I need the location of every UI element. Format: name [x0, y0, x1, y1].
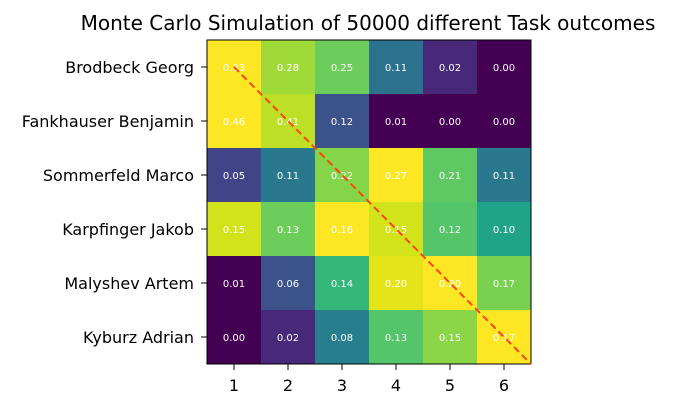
cell-value-label: 0.01: [385, 117, 407, 128]
plot-frame: [206, 39, 532, 365]
cell-value-label: 0.20: [439, 279, 461, 290]
cell-value-label: 0.12: [331, 117, 353, 128]
row-label: Fankhauser Benjamin: [22, 112, 194, 131]
row-label: Malyshev Artem: [64, 274, 194, 293]
axis-ticks: [201, 66, 505, 370]
cell-value-label: 0.25: [331, 63, 353, 74]
diagonal-line: [233, 66, 532, 365]
heatmap-cells: [207, 40, 531, 364]
row-labels: Brodbeck Georg Fankhauser Benjamin Sommerf…: [22, 58, 194, 347]
cell-value-label: 0.17: [493, 279, 515, 290]
heatmap-cell: [477, 94, 531, 148]
heatmap-cell: [261, 202, 315, 256]
cell-value-label: 0.00: [493, 117, 515, 128]
heatmap-cell: [315, 40, 369, 94]
heatmap-cell: [261, 310, 315, 364]
heatmap-cell: [423, 310, 477, 364]
cell-value-label: 0.08: [331, 333, 353, 344]
heatmap-cell: [369, 94, 423, 148]
heatmap-cell: [261, 40, 315, 94]
cell-value-label: 0.46: [223, 117, 245, 128]
heatmap-cell-labels: 0.33 0.28 0.25 0.11 0.02 0.00 0.46 0.41 0.12 0.01…: [223, 63, 515, 344]
cell-value-label: 0.01: [223, 279, 245, 290]
cell-value-label: 0.15: [439, 333, 461, 344]
column-label: 5: [445, 376, 455, 395]
chart-title: Monte Carlo Simulation of 50000 differen…: [81, 11, 656, 35]
cell-value-label: 0.10: [493, 225, 515, 236]
column-label: 2: [283, 376, 293, 395]
cell-value-label: 0.13: [277, 225, 299, 236]
heatmap-cell: [207, 94, 261, 148]
cell-value-label: 0.11: [277, 171, 299, 182]
cell-value-label: 0.11: [385, 63, 407, 74]
heatmap-cell: [477, 202, 531, 256]
heatmap-cell: [207, 310, 261, 364]
heatmap-cell: [315, 94, 369, 148]
heatmap-cell: [315, 256, 369, 310]
heatmap-cell: [207, 202, 261, 256]
cell-value-label: 0.02: [439, 63, 461, 74]
cell-value-label: 0.21: [439, 171, 461, 182]
heatmap-cell: [315, 310, 369, 364]
heatmap-cell: [369, 40, 423, 94]
row-label: Brodbeck Georg: [65, 58, 194, 77]
row-label: Karpfinger Jakob: [62, 220, 194, 239]
cell-value-label: 0.13: [385, 333, 407, 344]
cell-value-label: 0.02: [277, 333, 299, 344]
heatmap-cell: [369, 148, 423, 202]
row-label: Sommerfeld Marco: [43, 166, 194, 185]
heatmap-cell: [207, 148, 261, 202]
cell-value-label: 0.11: [493, 171, 515, 182]
column-label: 6: [499, 376, 509, 395]
row-label: Kyburz Adrian: [83, 328, 194, 347]
cell-value-label: 0.27: [385, 171, 407, 182]
cell-value-label: 0.12: [439, 225, 461, 236]
cell-value-label: 0.41: [277, 117, 299, 128]
cell-value-label: 0.20: [385, 279, 407, 290]
heatmap-cell: [207, 256, 261, 310]
cell-value-label: 0.14: [331, 279, 353, 290]
heatmap-cell: [423, 148, 477, 202]
cell-value-label: 0.22: [331, 171, 353, 182]
heatmap-cell: [315, 202, 369, 256]
cell-value-label: 0.28: [277, 63, 299, 74]
cell-value-label: 0.05: [223, 171, 245, 182]
heatmap-cell: [477, 148, 531, 202]
heatmap-cell: [261, 148, 315, 202]
cell-value-label: 0.00: [439, 117, 461, 128]
column-label: 1: [229, 376, 239, 395]
cell-value-label: 0.33: [223, 63, 245, 74]
column-labels: 1 2 3 4 5 6: [229, 376, 509, 395]
heatmap-cell: [423, 40, 477, 94]
cell-value-label: 0.15: [223, 225, 245, 236]
cell-value-label: 0.17: [493, 333, 515, 344]
heatmap-cell: [423, 202, 477, 256]
cell-value-label: 0.16: [331, 225, 353, 236]
cell-value-label: 0.00: [493, 63, 515, 74]
heatmap-cell: [261, 256, 315, 310]
heatmap-cell: [477, 256, 531, 310]
heatmap-cell: [369, 310, 423, 364]
heatmap-cell: [369, 256, 423, 310]
heatmap-cell: [423, 94, 477, 148]
cell-value-label: 0.06: [277, 279, 299, 290]
cell-value-label: 0.00: [223, 333, 245, 344]
heatmap-cell: [477, 40, 531, 94]
cell-value-label: 0.15: [385, 225, 407, 236]
column-label: 4: [391, 376, 401, 395]
column-label: 3: [337, 376, 347, 395]
